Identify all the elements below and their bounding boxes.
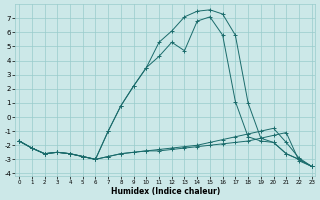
X-axis label: Humidex (Indice chaleur): Humidex (Indice chaleur) [111, 187, 220, 196]
